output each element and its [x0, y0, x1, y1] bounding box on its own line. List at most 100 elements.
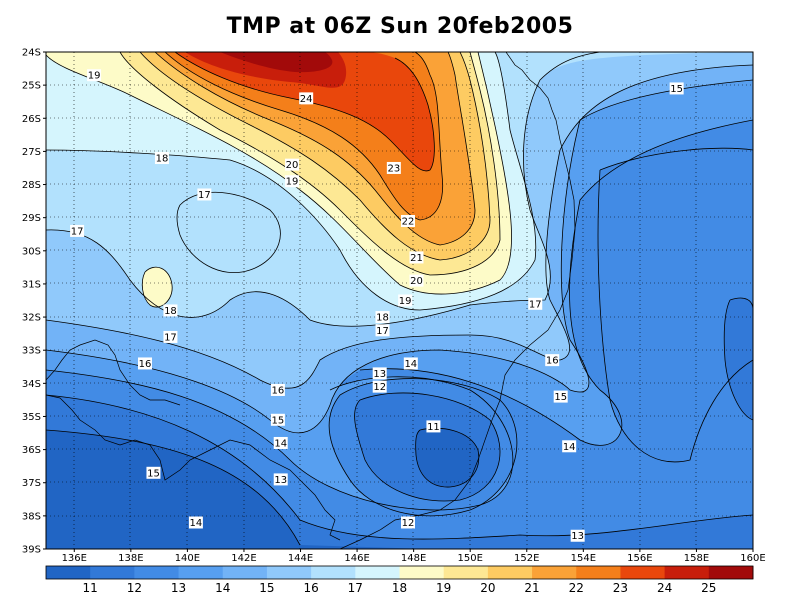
contour-label: 16	[545, 354, 560, 367]
lat-tick-label: 35S	[22, 412, 41, 423]
contour-label-box	[409, 274, 424, 287]
lat-tick-label: 31S	[22, 279, 41, 290]
contour-label-box	[375, 311, 390, 324]
contour-label-box	[375, 324, 390, 337]
coastline-east	[339, 52, 576, 549]
contour-label-text: 24	[300, 94, 313, 105]
contour-label-text: 18	[164, 306, 177, 317]
colorbar-swatch	[620, 566, 666, 579]
contour-label-text: 23	[387, 163, 400, 174]
contour-label-box	[270, 383, 285, 396]
colorbar-label: 14	[215, 581, 230, 595]
contour-label-text: 18	[156, 154, 169, 165]
contour-label: 14	[273, 436, 288, 449]
contour-label-box	[270, 413, 285, 426]
colorbar-swatch	[576, 566, 621, 579]
graticule	[46, 52, 753, 549]
colorbar: 11 12 13 14 15 16 17 18 19 20 21 22 23 24 25	[45, 565, 754, 595]
contour-label-text: 15	[272, 415, 285, 426]
lat-tick-label: 29S	[22, 213, 41, 224]
colorbar-swatch	[178, 566, 224, 579]
colorbar-swatch	[487, 566, 533, 579]
contour-line-17-west	[176, 191, 281, 273]
colorbar-swatch	[266, 566, 312, 579]
lat-tick-label: 32S	[22, 313, 41, 324]
colorbar-swatch	[222, 566, 268, 579]
lon-tick-label: 158E	[684, 553, 709, 564]
contour-label-box	[285, 158, 300, 171]
contour-label-text: 13	[571, 531, 584, 542]
colorbar-label: 16	[303, 581, 318, 595]
lat-tick-label: 39S	[22, 545, 41, 556]
contour-fill-east-13	[598, 148, 753, 462]
colorbar-label: 22	[569, 581, 584, 595]
contour-label: 17	[70, 224, 85, 237]
lat-tick-label: 38S	[22, 511, 41, 522]
contour-label-box	[372, 367, 387, 380]
contour-line-13-east	[599, 147, 753, 171]
contour-label: 21	[409, 251, 424, 264]
colorbar-swatch	[399, 566, 445, 579]
filled-contours	[46, 52, 753, 549]
contour-line-14-east	[359, 119, 753, 446]
contour-label: 19	[285, 175, 300, 188]
colorbar-label: 18	[392, 581, 407, 595]
colorbar-label: 13	[171, 581, 186, 595]
contour-label-text: 13	[373, 369, 386, 380]
contour-label-text: 12	[373, 382, 386, 393]
colorbar-swatch	[134, 566, 180, 579]
contour-label-box	[163, 304, 178, 317]
contour-line-22	[154, 52, 476, 246]
lon-tick-label: 148E	[401, 553, 426, 564]
lat-tick-label: 36S	[22, 445, 41, 456]
contour-line-24	[174, 52, 435, 172]
contour-label: 19	[87, 69, 102, 82]
contour-label: 18	[163, 304, 178, 317]
contour-line-19	[46, 52, 512, 295]
latitude-axis: 24S 25S 26S 27S 28S 29S 30S 31S 32S 33S 34S 35S 36S 3…	[22, 48, 46, 556]
contour-line-18-island	[141, 266, 173, 308]
contour-label: 14	[403, 357, 418, 370]
contour-line-18	[46, 52, 537, 311]
contour-line-21	[139, 52, 491, 261]
contour-label-text: 20	[410, 276, 423, 287]
contour-label-box	[528, 297, 543, 310]
colorbar-label: 12	[127, 581, 142, 595]
lon-tick-label: 160E	[740, 553, 765, 564]
contour-label-text: 11	[427, 422, 440, 433]
contour-label-box	[562, 440, 577, 453]
colorbar-swatch	[664, 566, 710, 579]
contour-label-box	[87, 69, 102, 82]
contour-label: 16	[270, 383, 285, 396]
contour-label-text: 14	[563, 442, 576, 453]
lon-tick-label: 150E	[457, 553, 482, 564]
colorbar-label: 20	[480, 581, 495, 595]
contour-label-text: 19	[286, 177, 299, 188]
contour-label-text: 17	[71, 226, 84, 237]
colorbar-swatch	[708, 566, 754, 579]
contour-label-text: 21	[410, 253, 423, 264]
lat-tick-label: 28S	[22, 180, 41, 191]
contour-line-17	[46, 52, 601, 327]
contour-label-box	[400, 214, 415, 227]
contour-label: 12	[400, 516, 415, 529]
contour-label-text: 15	[670, 84, 683, 95]
contour-label-text: 22	[402, 216, 415, 227]
plot-frame	[45, 51, 754, 550]
contour-label-text: 17	[376, 326, 389, 337]
lat-tick-label: 34S	[22, 379, 41, 390]
contour-label-box	[197, 188, 212, 201]
lat-tick-label: 30S	[22, 246, 41, 257]
contour-label: 17	[375, 324, 390, 337]
contour-label-text: 19	[88, 71, 101, 82]
colorbar-label: 19	[436, 581, 451, 595]
longitude-axis: 136E 138E 140E 142E 144E 146E 148E 150E 152E 154E…	[62, 549, 766, 564]
contour-label: 20	[409, 274, 424, 287]
contour-label: 18	[375, 311, 390, 324]
contour-label-box	[400, 516, 415, 529]
lon-tick-label: 154E	[571, 553, 596, 564]
contour-lines	[46, 52, 753, 546]
contour-label-box	[553, 390, 568, 403]
colorbar-swatch	[46, 566, 91, 579]
contour-label-box	[70, 224, 85, 237]
